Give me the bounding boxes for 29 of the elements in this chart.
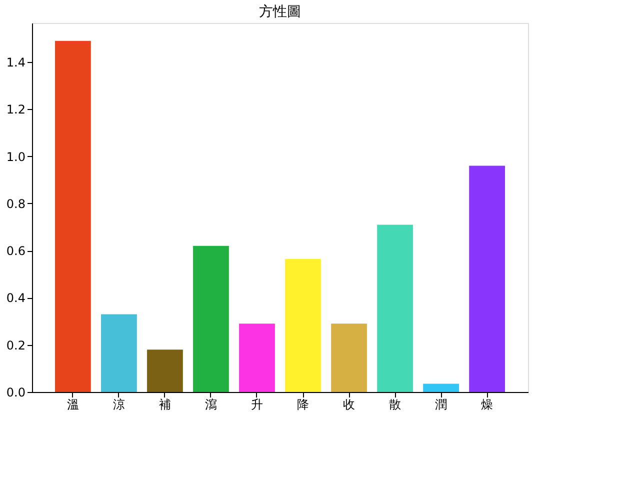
chart-title: 方性圖 (259, 4, 301, 20)
bar (377, 224, 413, 392)
x-tick-label: 升 (250, 398, 263, 412)
x-tick-label: 涼 (112, 398, 125, 412)
bar (239, 324, 275, 392)
y-tick-label: 1.0 (6, 150, 26, 164)
y-tick-label: 0.6 (6, 244, 26, 258)
y-tick-label: 0.8 (6, 196, 26, 211)
y-tick-label: 0.4 (6, 291, 26, 306)
x-tick-label: 收 (343, 398, 356, 412)
bar (55, 40, 91, 392)
x-tick-label: 瀉 (204, 398, 217, 412)
bar (147, 350, 183, 392)
bar (101, 314, 137, 392)
bar (469, 166, 505, 392)
bar (331, 324, 367, 392)
x-tick-label: 潤 (435, 398, 448, 412)
y-tick-label: 1.4 (6, 56, 26, 70)
bar (285, 258, 321, 392)
y-tick-label: 0.0 (6, 386, 26, 400)
bar (193, 246, 229, 392)
x-tick-label: 降 (297, 398, 310, 412)
x-tick-label: 燥 (481, 398, 494, 412)
bar (423, 384, 459, 392)
x-tick-label: 補 (158, 398, 171, 412)
x-tick-label: 散 (389, 398, 402, 412)
x-tick-label: 溫 (66, 398, 79, 412)
y-tick-label: 1.2 (6, 102, 26, 117)
y-tick-label: 0.2 (6, 338, 26, 352)
